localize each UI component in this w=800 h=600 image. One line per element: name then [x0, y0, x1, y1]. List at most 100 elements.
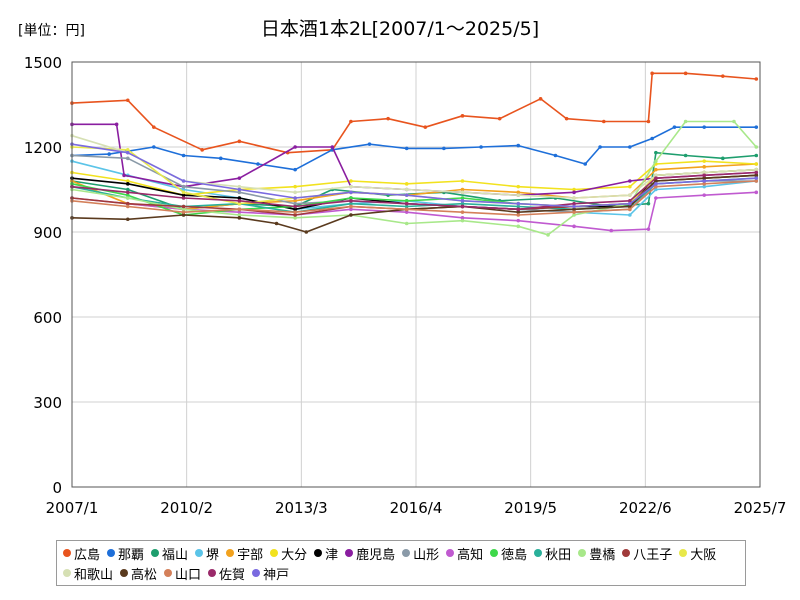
data-point-那覇	[152, 145, 156, 149]
data-point-広島	[721, 74, 725, 78]
data-point-大分	[460, 179, 465, 183]
data-point-広島	[564, 116, 569, 121]
legend-dot-icon	[679, 549, 688, 557]
chart-title: 日本酒1本2L[2007/1～2025/5]	[260, 18, 540, 40]
data-point-那覇	[516, 143, 521, 148]
data-point-那覇	[181, 153, 186, 158]
x-tick-label: 2013/3	[275, 499, 328, 517]
data-point-和歌山	[628, 193, 632, 197]
data-point-広島	[650, 71, 654, 76]
x-tick-label: 2022/6	[619, 499, 672, 517]
data-point-秋田	[349, 201, 353, 206]
legend-label: 津	[325, 547, 339, 563]
data-point-徳島	[125, 193, 130, 197]
data-point-佐賀	[702, 173, 707, 178]
x-tick-label: 2019/5	[504, 499, 557, 517]
data-point-宇部	[516, 190, 521, 195]
data-point-高知	[754, 190, 759, 195]
data-point-山口	[516, 213, 521, 217]
data-point-高松	[274, 221, 279, 226]
data-point-津	[181, 193, 186, 197]
legend-dot-icon	[490, 549, 499, 557]
data-point-豊橋	[754, 145, 759, 149]
data-point-高松	[702, 176, 707, 180]
data-point-神戸	[237, 187, 242, 192]
data-point-神戸	[702, 179, 707, 183]
data-point-和歌山	[404, 187, 409, 192]
data-point-大分	[349, 179, 353, 183]
data-point-広島	[683, 71, 688, 76]
legend-item: 山形	[402, 543, 439, 563]
data-point-和歌山	[572, 196, 576, 200]
data-point-徳島	[349, 196, 353, 200]
data-point-佐賀	[572, 201, 576, 206]
data-point-豊橋	[237, 213, 242, 217]
data-point-山口	[404, 207, 409, 212]
data-point-秋田	[516, 204, 521, 209]
data-point-広島	[754, 77, 759, 81]
data-point-高知	[404, 210, 409, 214]
data-point-那覇	[218, 156, 223, 161]
data-point-神戸	[460, 199, 465, 203]
data-point-神戸	[293, 196, 297, 200]
legend-item: 神戸	[252, 563, 289, 583]
legend-item: 豊橋	[578, 543, 615, 563]
legend-item: 広島	[63, 543, 100, 563]
data-point-高知	[349, 207, 353, 212]
data-point-徳島	[460, 196, 465, 200]
data-point-和歌山	[754, 167, 759, 172]
legend-label: 大阪	[690, 547, 717, 563]
data-point-堺	[628, 213, 632, 217]
series-line-豊橋	[71, 120, 757, 236]
data-point-豊橋	[460, 218, 465, 223]
data-point-鹿児島	[293, 145, 297, 149]
data-point-広島	[152, 125, 156, 129]
data-point-高松	[654, 179, 658, 183]
legend-item: 福山	[151, 543, 188, 563]
data-point-秋田	[460, 201, 465, 206]
legend-item: 津	[314, 543, 338, 563]
data-point-堺	[654, 187, 658, 192]
legend-label: 鹿児島	[356, 547, 396, 563]
data-point-高松	[237, 216, 242, 220]
legend-label: 秋田	[545, 547, 572, 563]
legend-label: 徳島	[501, 547, 528, 563]
legend: 広島 那覇 福山 堺 宇部 大分 津 鹿児島 山形 高知 徳島 秋田 豊橋 八王子 大阪 和歌山 高松 山口 佐賀 神…	[56, 540, 746, 586]
legend-dot-icon	[270, 549, 279, 557]
data-point-高松	[754, 173, 759, 178]
legend-item: 大阪	[679, 543, 716, 563]
data-point-高知	[609, 228, 614, 233]
data-point-佐賀	[349, 199, 353, 203]
legend-label: 山口	[175, 567, 202, 583]
data-point-広島	[602, 119, 606, 124]
data-point-鹿児島	[237, 176, 242, 180]
data-point-高知	[516, 218, 521, 223]
data-point-佐賀	[404, 201, 409, 206]
data-point-豊橋	[683, 119, 688, 124]
data-point-和歌山	[293, 190, 297, 195]
data-point-広島	[200, 148, 204, 152]
data-point-山口	[293, 210, 297, 214]
data-point-高松	[304, 230, 309, 234]
legend-item: 秋田	[534, 543, 571, 563]
data-point-高知	[572, 224, 576, 229]
x-tick-label: 2025/7	[734, 499, 787, 517]
data-point-豊橋	[516, 224, 521, 229]
legend-dot-icon	[107, 549, 116, 557]
data-point-神戸	[754, 176, 759, 180]
series-lines	[70, 71, 759, 237]
data-point-那覇	[479, 145, 483, 149]
data-point-鹿児島	[628, 179, 632, 183]
data-point-徳島	[404, 199, 409, 203]
data-point-大阪	[181, 190, 186, 195]
data-point-宇部	[702, 165, 707, 169]
data-point-福山	[683, 153, 688, 158]
data-point-大分	[293, 184, 297, 189]
data-point-那覇	[628, 145, 632, 149]
data-point-津	[125, 182, 130, 186]
data-point-佐賀	[293, 204, 297, 209]
data-point-高松	[125, 217, 130, 222]
data-point-大分	[754, 162, 759, 166]
legend-dot-icon	[120, 569, 129, 577]
